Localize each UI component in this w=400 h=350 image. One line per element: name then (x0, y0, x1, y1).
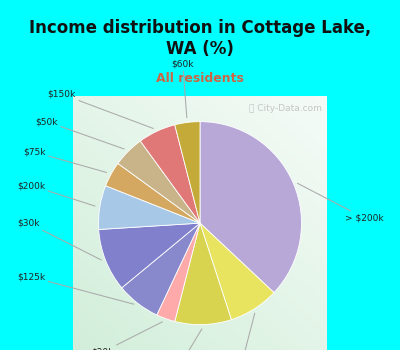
Wedge shape (200, 223, 274, 320)
Wedge shape (99, 223, 200, 288)
Wedge shape (118, 141, 200, 223)
Text: $200k: $200k (17, 181, 95, 206)
Wedge shape (175, 122, 200, 223)
Text: $10k: $10k (227, 313, 255, 350)
Wedge shape (106, 163, 200, 223)
Text: > $200k: > $200k (298, 183, 384, 223)
Text: Income distribution in Cottage Lake,
WA (%): Income distribution in Cottage Lake, WA … (29, 19, 371, 58)
Text: $75k: $75k (23, 148, 107, 173)
Wedge shape (140, 125, 200, 223)
Wedge shape (200, 122, 302, 293)
Text: $30k: $30k (17, 219, 101, 260)
Wedge shape (98, 186, 200, 230)
Text: $125k: $125k (17, 272, 134, 304)
Text: $50k: $50k (36, 117, 124, 149)
Text: $20k: $20k (91, 322, 162, 350)
Text: $100k: $100k (156, 329, 202, 350)
Text: $60k: $60k (172, 59, 194, 118)
Wedge shape (122, 223, 200, 315)
Wedge shape (157, 223, 200, 321)
Wedge shape (175, 223, 231, 325)
Text: ⓘ City-Data.com: ⓘ City-Data.com (249, 104, 322, 113)
Text: $150k: $150k (48, 90, 153, 128)
Text: All residents: All residents (156, 72, 244, 85)
